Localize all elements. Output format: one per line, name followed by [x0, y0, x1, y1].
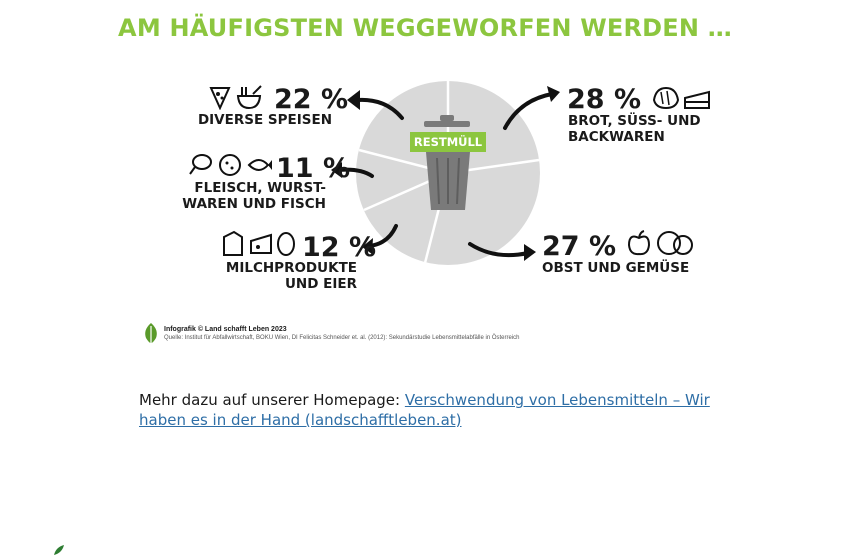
- cake-icon: [684, 90, 710, 109]
- fruit-icons: [626, 229, 695, 257]
- fish-icon: [247, 159, 272, 171]
- infographic-credit: Infografik © Land schafft Leben 2023 Que…: [142, 322, 520, 344]
- label-fruit: OBST UND GEMÜSE: [542, 260, 690, 276]
- food-waste-infographic: AM HÄUFIGSTEN WEGGEWORFEN WERDEN …: [118, 14, 732, 344]
- arrow-to-diverse: [355, 97, 404, 120]
- arrow-to-fruit: [468, 242, 530, 258]
- pct-fruit: 27 %: [542, 231, 617, 262]
- pie-graphic: [331, 81, 560, 265]
- homepage-note: Mehr dazu auf unserer Homepage: Verschwe…: [139, 390, 739, 430]
- sausage-icon: [219, 154, 241, 176]
- arrow-heads: [331, 86, 560, 261]
- label-meat: FLEISCH, WURST- WAREN UND FISCH: [182, 180, 326, 212]
- leaf-corner-icon: [54, 545, 64, 555]
- apple-icon: [627, 230, 651, 256]
- milk-carton-icon: [223, 230, 243, 256]
- pizza-icon: [209, 87, 231, 110]
- cheese-icon: [250, 233, 272, 254]
- bread-icon: [652, 86, 680, 110]
- pct-meat: 11 %: [276, 153, 351, 184]
- homepage-intro: Mehr dazu auf unserer Homepage:: [139, 391, 405, 409]
- leaf-logo-icon: [145, 323, 157, 343]
- arrow-to-bread: [503, 92, 554, 130]
- chicken-leg-icon: [189, 154, 212, 175]
- egg-icon: [277, 232, 295, 256]
- pct-bread: 28 %: [567, 84, 642, 115]
- label-bread: BROT, SÜSS- UND BACKWAREN: [568, 113, 701, 145]
- homepage-link[interactable]: Verschwendung von Lebensmitteln – Wir ha…: [139, 391, 710, 429]
- vegetable-icon: [657, 231, 693, 255]
- restmuell-label: RESTMÜLL: [410, 132, 486, 152]
- pct-dairy: 12 %: [302, 232, 377, 263]
- credit-line2: Quelle: Institut für Abfallwirtschaft, B…: [164, 334, 520, 341]
- pct-diverse: 22 %: [274, 84, 349, 115]
- label-diverse: DIVERSE SPEISEN: [197, 112, 332, 128]
- diverse-icons: [208, 84, 263, 110]
- dairy-icons: [220, 229, 296, 257]
- trash-bin-icon: [424, 115, 470, 210]
- bread-icons: [652, 84, 711, 110]
- noodle-bowl-icon: [236, 85, 262, 110]
- credit-line1: Infografik © Land schafft Leben 2023: [164, 325, 287, 333]
- meat-icons: [186, 152, 272, 178]
- label-dairy: MILCHPRODUKTE UND EIER: [225, 260, 357, 292]
- infographic-title: AM HÄUFIGSTEN WEGGEWORFEN WERDEN …: [118, 14, 732, 42]
